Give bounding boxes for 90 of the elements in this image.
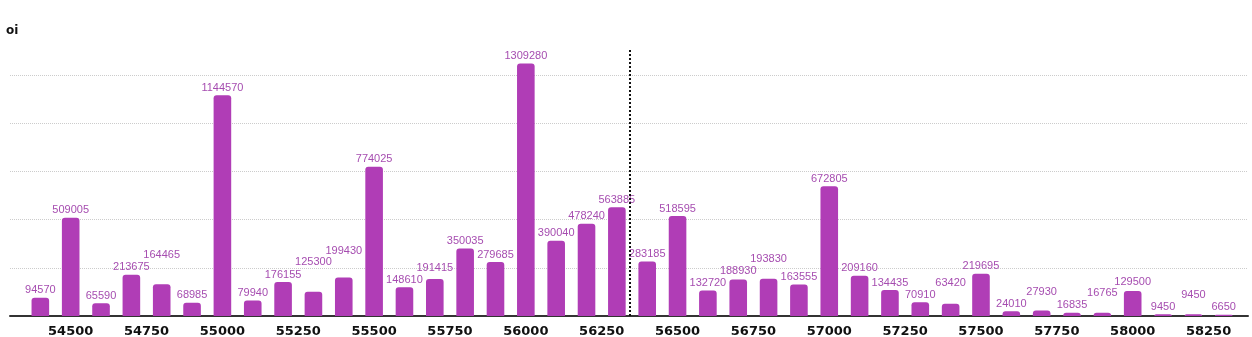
data-label: 672805	[810, 171, 848, 184]
data-label: 176155	[264, 267, 302, 280]
bar	[577, 223, 596, 316]
data-label: 213675	[113, 260, 150, 273]
x-tick-label: 57750	[1034, 323, 1080, 337]
bar	[911, 302, 930, 316]
data-label: 163555	[780, 269, 818, 282]
data-label: 774025	[355, 152, 393, 165]
data-label: 1144570	[201, 80, 244, 93]
data-label: 63420	[935, 275, 966, 288]
bar	[395, 287, 414, 316]
bar	[1123, 291, 1142, 316]
data-label: 478240	[568, 209, 605, 222]
data-label: 79940	[237, 286, 269, 299]
bar	[274, 282, 292, 316]
bar	[881, 290, 899, 316]
data-label: 164465	[143, 248, 181, 261]
x-tick-label: 54500	[48, 323, 94, 337]
bar	[668, 216, 687, 316]
x-tick-label: 58000	[1110, 323, 1156, 337]
data-label: 132720	[689, 275, 727, 288]
data-label: 65590	[85, 288, 117, 301]
bar	[456, 248, 474, 316]
data-label: 68985	[176, 288, 208, 301]
data-label: 94570	[25, 283, 56, 296]
bar	[790, 284, 808, 316]
bar	[820, 186, 839, 316]
data-label: 9450	[1181, 287, 1206, 300]
data-label: 518595	[659, 201, 696, 214]
x-tick-label: 55250	[275, 323, 321, 337]
data-label: 6650	[1211, 300, 1236, 313]
data-label: 350035	[446, 234, 484, 247]
x-tick-label: 55000	[199, 323, 246, 337]
bar	[365, 166, 383, 316]
data-label: 129500	[1114, 274, 1152, 287]
bar	[547, 240, 565, 316]
bar	[486, 262, 505, 316]
data-label: 16765	[1087, 286, 1118, 299]
bar	[699, 290, 717, 316]
bar	[334, 277, 353, 316]
bar	[183, 302, 201, 316]
bar	[850, 275, 869, 316]
data-label: 24010	[996, 296, 1027, 309]
data-label: 219695	[962, 259, 1000, 272]
x-tick-label: 55500	[351, 323, 397, 337]
bar	[152, 284, 171, 316]
data-label: 125300	[295, 255, 332, 268]
bar	[122, 274, 141, 316]
y-axis-title: oi	[6, 23, 19, 37]
bar	[729, 279, 748, 316]
x-tick-label: 54750	[123, 323, 170, 337]
x-tick-label: 57500	[958, 323, 1004, 337]
bar	[213, 95, 232, 316]
x-tick-label: 56000	[503, 323, 549, 337]
bar	[517, 63, 535, 316]
data-label: 70910	[905, 287, 936, 300]
data-label: 193830	[750, 252, 787, 265]
data-label: 1309280	[504, 49, 548, 62]
data-label: 148610	[386, 272, 423, 285]
data-label: 390040	[537, 226, 575, 239]
x-tick-label: 55750	[427, 323, 473, 337]
data-label: 27930	[1026, 284, 1057, 297]
x-tick-label: 58250	[1185, 323, 1232, 337]
data-label: 134435	[871, 275, 909, 288]
bar	[304, 291, 323, 316]
bar	[31, 297, 50, 316]
x-tick-label: 56750	[730, 323, 777, 337]
x-tick-label: 56500	[654, 323, 701, 337]
bar	[941, 303, 960, 316]
bar	[243, 300, 262, 316]
data-label: 509005	[52, 203, 90, 216]
bar	[638, 261, 657, 316]
data-label: 9450	[1150, 299, 1176, 312]
x-tick-label: 57000	[806, 323, 852, 337]
data-label: 279685	[477, 247, 514, 260]
data-label: 283185	[628, 246, 666, 259]
bar	[972, 273, 990, 316]
bar	[61, 217, 80, 316]
data-label: 191415	[416, 260, 454, 273]
bar	[92, 303, 110, 316]
bar	[759, 278, 778, 316]
data-label: 16835	[1056, 298, 1088, 311]
data-label: 209160	[841, 261, 878, 274]
data-label: 563885	[598, 192, 636, 205]
data-label: 188930	[719, 264, 757, 277]
data-label: 199430	[325, 243, 363, 256]
bar	[426, 279, 444, 316]
x-tick-label: 56250	[579, 323, 625, 337]
x-tick-label: 57250	[882, 323, 928, 337]
bar	[608, 207, 626, 316]
